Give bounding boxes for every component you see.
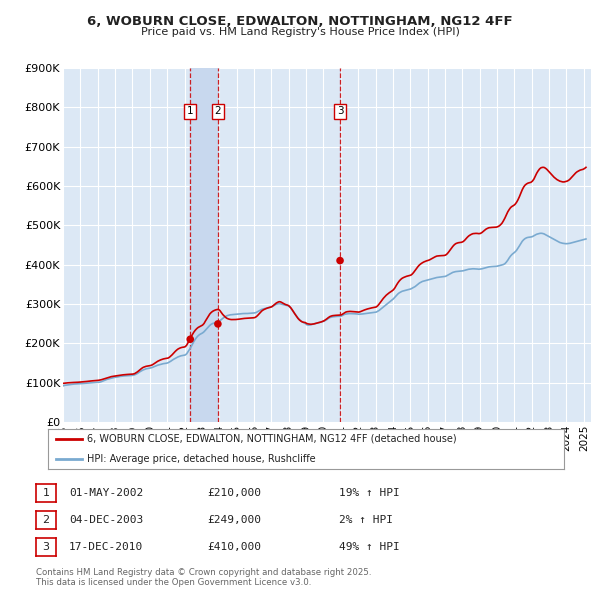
Text: 01-MAY-2002: 01-MAY-2002 <box>69 488 143 497</box>
Text: £410,000: £410,000 <box>207 542 261 552</box>
Text: 1: 1 <box>43 488 49 497</box>
Text: 2: 2 <box>43 515 49 525</box>
Point <box>335 256 345 266</box>
Text: 2% ↑ HPI: 2% ↑ HPI <box>339 515 393 525</box>
Bar <box>190 68 218 422</box>
Text: 17-DEC-2010: 17-DEC-2010 <box>69 542 143 552</box>
Text: £249,000: £249,000 <box>207 515 261 525</box>
Text: 3: 3 <box>337 106 343 116</box>
Text: 19% ↑ HPI: 19% ↑ HPI <box>339 488 400 497</box>
Text: 1: 1 <box>187 106 194 116</box>
Text: 2: 2 <box>215 106 221 116</box>
Text: £210,000: £210,000 <box>207 488 261 497</box>
Point <box>213 319 223 329</box>
Text: 49% ↑ HPI: 49% ↑ HPI <box>339 542 400 552</box>
Text: 6, WOBURN CLOSE, EDWALTON, NOTTINGHAM, NG12 4FF: 6, WOBURN CLOSE, EDWALTON, NOTTINGHAM, N… <box>87 15 513 28</box>
Text: 3: 3 <box>43 542 49 552</box>
Text: Contains HM Land Registry data © Crown copyright and database right 2025.
This d: Contains HM Land Registry data © Crown c… <box>36 568 371 587</box>
Text: 04-DEC-2003: 04-DEC-2003 <box>69 515 143 525</box>
Text: HPI: Average price, detached house, Rushcliffe: HPI: Average price, detached house, Rush… <box>86 454 316 464</box>
Text: 6, WOBURN CLOSE, EDWALTON, NOTTINGHAM, NG12 4FF (detached house): 6, WOBURN CLOSE, EDWALTON, NOTTINGHAM, N… <box>86 434 457 444</box>
Point <box>185 335 195 344</box>
Text: Price paid vs. HM Land Registry's House Price Index (HPI): Price paid vs. HM Land Registry's House … <box>140 27 460 37</box>
